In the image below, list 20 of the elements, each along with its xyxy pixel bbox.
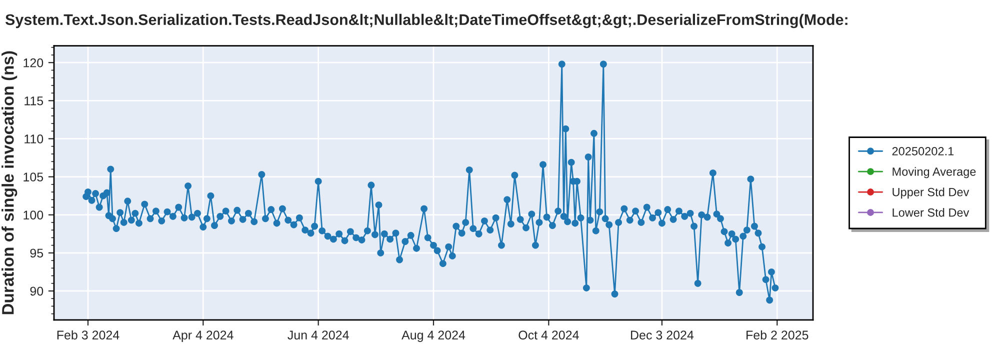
y-tick-label: 110 [24, 134, 44, 144]
y-tick-label: 100 [24, 210, 44, 220]
legend-label: Lower Std Dev [892, 208, 970, 217]
y-tick-label: 90 [30, 286, 44, 296]
legend-label: Moving Average [892, 167, 976, 178]
x-tick-label: Feb 2 2025 [746, 330, 808, 340]
x-tick-label: Feb 3 2024 [57, 330, 120, 340]
x-tick-label: Aug 4 2024 [402, 330, 466, 342]
y-tick-label: 120 [24, 58, 44, 68]
x-tick-label: Jun 4 2024 [288, 330, 349, 340]
legend-label: 20250202.1 [892, 147, 954, 156]
legend-label: Upper Std Dev [892, 188, 970, 199]
y-axis-title: Duration of single invocation (ns) [2, 51, 18, 314]
x-tick-label: Oct 4 2024 [518, 330, 579, 340]
chart-title: System.Text.Json.Serialization.Tests.ReadJson&lt;Nullable&lt;DateTimeOffset&gt;&gt;.DeserializeFromString(Mode: [5, 14, 848, 28]
x-tick-label: Dec 3 2024 [631, 330, 694, 340]
x-tick-label: Apr 4 2024 [172, 330, 234, 342]
y-tick-label: 115 [24, 96, 44, 106]
y-tick-label: 95 [30, 248, 44, 258]
y-tick-label: 105 [24, 172, 44, 182]
